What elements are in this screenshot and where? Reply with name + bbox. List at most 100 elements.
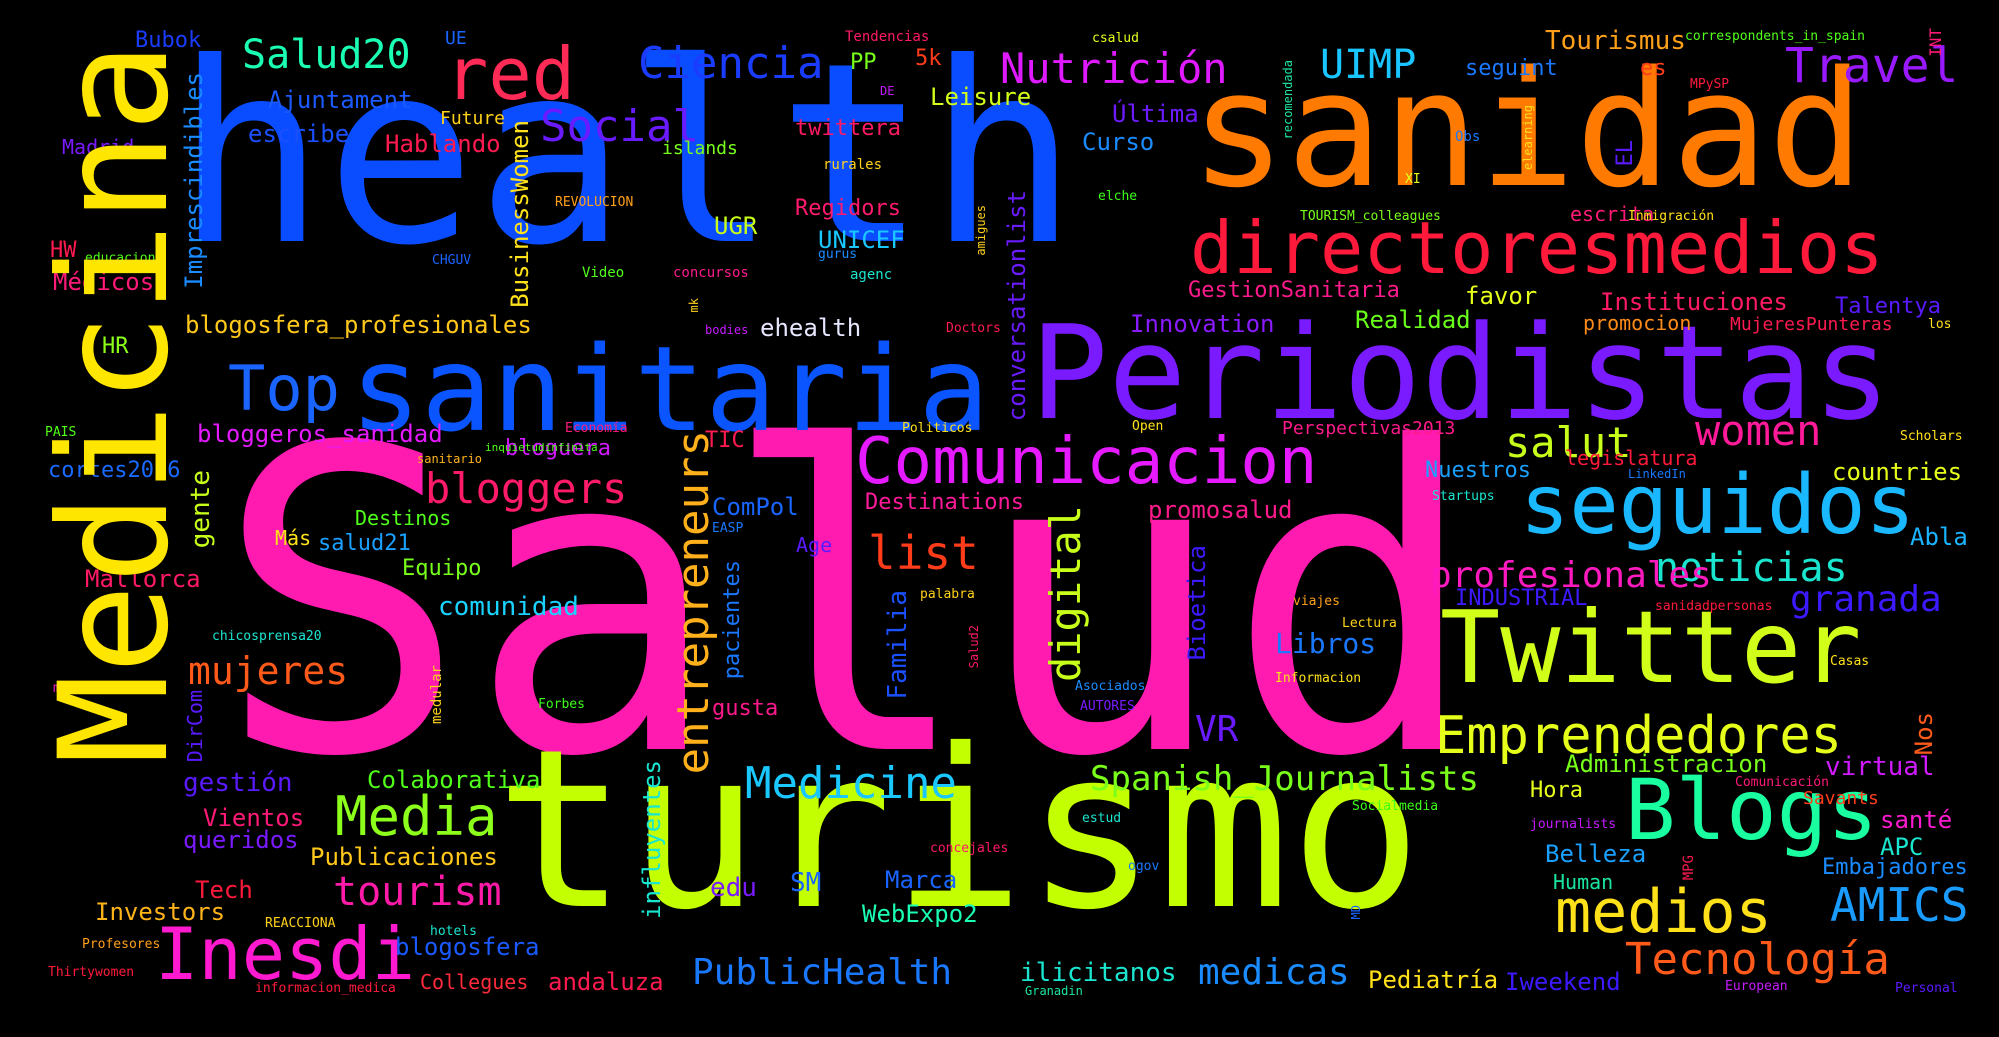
word-vientos: Vientos	[203, 804, 305, 832]
word-informacion: Informacion	[1275, 671, 1362, 686]
word-medicine: Medicine	[745, 758, 957, 809]
word-top: Top	[228, 352, 340, 425]
word-comunicacion: Comunicacion	[855, 425, 1318, 499]
word-int: INT	[1926, 28, 1945, 57]
word-hablando: Hablando	[385, 130, 501, 158]
word-virtual: virtual	[1825, 752, 1935, 782]
word-nos: Nos	[1910, 712, 1938, 756]
word-obs: Obs	[1455, 129, 1481, 145]
word-hora: Hora	[1530, 778, 1583, 803]
word-profesores: Profesores	[82, 937, 161, 952]
word-autores: AUTORES	[1080, 699, 1135, 714]
word-turismo: turismo	[495, 702, 1423, 958]
word-women: women	[1695, 406, 1822, 455]
word-libros: Libros	[1275, 627, 1377, 660]
word-seguidos: seguidos	[1520, 458, 1915, 553]
word-el: EL	[1613, 140, 1638, 167]
word-compol: ComPol	[712, 493, 799, 521]
word-future: Future	[440, 108, 506, 129]
word-video: Video	[582, 265, 625, 281]
word-blogosfera: blogosfera	[395, 933, 540, 961]
word-marca: Marca	[885, 866, 958, 894]
word-tourismus: Tourismus	[1545, 26, 1686, 56]
word-equipo: Equipo	[402, 556, 482, 581]
word-edu: edu	[710, 873, 757, 903]
word-csalud: csalud	[1092, 31, 1139, 46]
word-startups: Startups	[1432, 489, 1495, 504]
word-ilicitanos: ilicitanos	[1020, 958, 1177, 988]
word-publichealth: PublicHealth	[692, 952, 953, 993]
word-ajuntament: Ajuntament	[268, 86, 413, 114]
word-sanidad: sanidad	[1190, 36, 1865, 223]
word-medular: medular	[429, 665, 445, 725]
word-periodistas: Periodistas	[1030, 297, 1891, 449]
word-perspectivas2013: Perspectivas2013	[1282, 418, 1456, 439]
word-forbes: Forbes	[538, 697, 585, 712]
word-concejales: concejales	[930, 841, 1009, 856]
word-realidad: Realidad	[1355, 306, 1471, 334]
word-salut: salut	[1505, 418, 1632, 467]
word-pais: PAIS	[45, 425, 77, 440]
word-inquietudinfinita: Salud2	[967, 625, 981, 669]
word-elearning: elearning	[1521, 105, 1535, 171]
word-favor: favor	[1465, 282, 1538, 310]
word-savants: Savants	[1803, 788, 1879, 809]
word-escribe: escribe	[248, 120, 350, 148]
word-belleza: Belleza	[1545, 840, 1647, 868]
word-comunicacion-small: Comunicación	[1735, 775, 1829, 790]
word-european: European	[1725, 979, 1788, 994]
word-bodies: bodies	[705, 323, 749, 337]
word-entrepreneurs: entrepreneurs	[668, 430, 719, 775]
word-profesionales: profesionales	[1430, 555, 1712, 596]
word-instituciones: Instituciones	[1600, 288, 1788, 316]
word-legislatura: legislatura	[1565, 446, 1698, 470]
word-health: health	[175, 9, 1079, 300]
word-amics: AMICS	[1830, 878, 1969, 932]
word-mujerespunteras: MujeresPunteras	[1730, 314, 1893, 335]
word-human: Human	[1553, 870, 1614, 894]
word-de: DE	[880, 84, 895, 98]
word-doctors: Doctors	[946, 321, 1001, 336]
word-promocion: promocion	[1583, 311, 1692, 335]
word-agenc: agenc	[850, 267, 893, 283]
word-casas: Casas	[1830, 654, 1870, 669]
word-cortes2016: cortes2016	[48, 458, 181, 483]
word-inesdi: Inesdi	[155, 912, 416, 996]
word-tic: TIC	[705, 428, 745, 453]
word-noticias: noticias	[1655, 545, 1848, 591]
word-lectura: Lectura	[1342, 616, 1397, 631]
word-informacion-medica: informacion_medica	[255, 981, 396, 996]
word-hotels: hotels	[430, 924, 477, 939]
word-estud: estud	[1082, 811, 1122, 826]
word-age: Age	[796, 533, 833, 557]
word-bloguera: bloguera	[505, 436, 611, 461]
word-politicos: Politicos	[902, 421, 973, 436]
word-destinos: Destinos	[355, 506, 452, 530]
word-es: es	[1640, 56, 1667, 81]
word-leisure: Leisure	[930, 83, 1032, 111]
word-easp: EASP	[712, 521, 744, 536]
word-ciencia: Ciencia	[638, 38, 824, 89]
word-tendencias: Tendencias	[845, 29, 930, 45]
word-ehealth: ehealth	[760, 314, 862, 342]
word-islands: islands	[662, 138, 738, 159]
word-unicef: UNICEF	[818, 226, 905, 254]
word-abla: Abla	[1910, 523, 1968, 551]
word-emprendedores: Emprendedores	[1435, 706, 1842, 766]
word-pacientes: pacientes	[720, 560, 745, 680]
word-sanitaria: sanitaria	[350, 320, 990, 458]
word-sante: santé	[1880, 806, 1953, 834]
word-granada: granada	[1790, 579, 1942, 620]
word-linkedin: LinkedIn	[1628, 467, 1686, 481]
word-gestion: gestión	[183, 768, 293, 798]
word-correspondents-in-spain: correspondents_in_spain	[1685, 29, 1866, 44]
word-regidors: Regidors	[795, 196, 901, 221]
word-curso: Curso	[1082, 128, 1155, 156]
word-salud2: MD	[1349, 905, 1363, 920]
word-andaluza: andaluza	[548, 968, 664, 996]
word-medicos: Médicos	[53, 268, 155, 296]
word-gurus: gurus	[818, 247, 858, 262]
word-sanitario: sanitario	[417, 452, 483, 466]
word-comunidad: comunidad	[438, 592, 579, 622]
word-hr: HR	[102, 334, 129, 359]
